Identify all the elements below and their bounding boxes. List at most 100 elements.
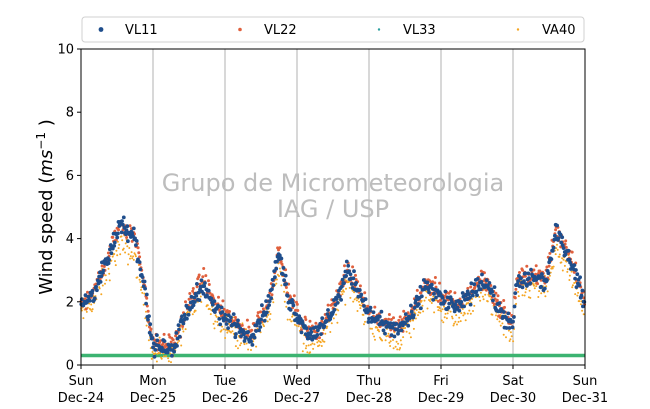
data-point-vl11 <box>491 293 496 298</box>
data-point-vl11 <box>260 303 264 308</box>
data-point-vl11 <box>291 303 296 308</box>
data-point-vl11 <box>109 251 114 256</box>
data-point-vl11 <box>561 246 566 251</box>
data-point-va40 <box>388 341 391 344</box>
data-point-vl11 <box>152 354 157 359</box>
x-tick-label-date: Dec-24 <box>58 391 104 406</box>
data-point-vl11 <box>138 267 143 272</box>
data-point-va40 <box>399 347 402 349</box>
data-point-va40 <box>278 275 280 277</box>
data-point-vl11 <box>523 271 528 276</box>
data-point-va40 <box>362 313 365 316</box>
data-point-va40 <box>90 310 93 313</box>
data-point-vl22 <box>167 333 171 337</box>
data-point-vl11 <box>515 282 520 286</box>
data-point-vl11 <box>459 300 464 304</box>
data-point-va40 <box>226 331 229 334</box>
data-point-va40 <box>101 284 104 287</box>
data-point-vl22 <box>503 305 506 309</box>
data-point-va40 <box>82 317 85 320</box>
data-point-va40 <box>104 274 107 277</box>
data-point-va40 <box>127 263 129 266</box>
data-point-vl22 <box>525 264 529 268</box>
data-point-vl11 <box>294 312 299 317</box>
data-point-va40 <box>214 320 217 323</box>
data-point-va40 <box>535 285 538 288</box>
data-point-vl11 <box>512 304 517 309</box>
data-point-vl11 <box>452 309 457 314</box>
data-point-va40 <box>134 255 137 258</box>
data-point-vl11 <box>252 335 257 340</box>
data-point-va40 <box>191 313 194 316</box>
data-point-vl11 <box>480 272 484 277</box>
data-point-vl22 <box>292 294 296 298</box>
data-point-va40 <box>313 343 316 346</box>
data-point-va40 <box>499 324 502 327</box>
data-point-vl11 <box>513 291 518 295</box>
data-point-vl22 <box>300 328 303 332</box>
data-point-vl11 <box>218 322 223 327</box>
data-point-va40 <box>545 285 548 288</box>
data-point-va40 <box>215 315 218 318</box>
data-point-va40 <box>507 329 510 332</box>
data-point-vl22 <box>493 302 496 306</box>
data-point-va40 <box>540 292 543 295</box>
data-point-vl11 <box>425 280 430 285</box>
data-point-va40 <box>478 296 481 298</box>
data-point-vl11 <box>447 301 452 306</box>
data-point-va40 <box>467 302 470 304</box>
data-point-vl11 <box>346 263 351 268</box>
data-point-va40 <box>209 313 212 316</box>
data-point-va40 <box>566 268 569 271</box>
data-point-vl11 <box>337 294 342 299</box>
data-point-va40 <box>126 245 129 248</box>
data-point-vl11 <box>196 290 201 295</box>
data-point-va40 <box>98 287 101 290</box>
data-point-vl11 <box>174 331 179 335</box>
data-point-vl11 <box>170 353 174 358</box>
data-point-vl22 <box>521 268 524 272</box>
data-point-va40 <box>341 293 344 296</box>
data-point-va40 <box>570 270 573 273</box>
data-point-va40 <box>151 351 154 353</box>
data-point-vl11 <box>540 272 544 276</box>
data-point-vl11 <box>354 281 358 285</box>
x-tick-label-date: Dec-25 <box>130 391 176 406</box>
data-point-vl22 <box>419 291 423 295</box>
data-point-vl11 <box>83 293 88 298</box>
data-point-vl11 <box>479 280 484 284</box>
data-point-vl11 <box>527 276 531 281</box>
data-point-va40 <box>236 339 239 342</box>
data-point-vl11 <box>177 334 182 339</box>
data-point-vl22 <box>570 250 574 254</box>
data-point-va40 <box>323 340 326 343</box>
legend-marker-va40 <box>516 28 520 31</box>
data-point-va40 <box>141 291 144 294</box>
data-point-vl11 <box>249 339 254 344</box>
data-point-vl11 <box>455 305 460 310</box>
data-point-va40 <box>143 292 146 295</box>
data-point-va40 <box>208 308 211 310</box>
data-point-va40 <box>145 324 148 327</box>
data-point-va40 <box>155 360 158 363</box>
data-point-va40 <box>200 301 203 303</box>
data-point-vl22 <box>195 285 199 289</box>
data-point-vl11 <box>144 301 149 306</box>
data-point-va40 <box>426 307 429 310</box>
x-tick-label-day: Thu <box>356 374 381 389</box>
x-tick-label-date: Dec-29 <box>418 391 464 406</box>
data-point-va40 <box>363 323 365 326</box>
data-point-vl22 <box>228 310 231 313</box>
data-point-vl11 <box>431 298 436 302</box>
data-point-vl11 <box>142 279 147 284</box>
data-point-va40 <box>463 312 466 315</box>
y-axis-label-unit: ms <box>36 150 57 177</box>
data-point-vl11 <box>262 318 267 323</box>
y-axis-label-close: ) <box>36 119 57 132</box>
data-point-va40 <box>269 313 272 315</box>
data-point-va40 <box>517 290 520 293</box>
data-point-vl11 <box>106 261 111 266</box>
data-point-vl22 <box>270 293 274 297</box>
data-point-vl11 <box>526 271 531 276</box>
data-point-vl11 <box>137 260 142 264</box>
